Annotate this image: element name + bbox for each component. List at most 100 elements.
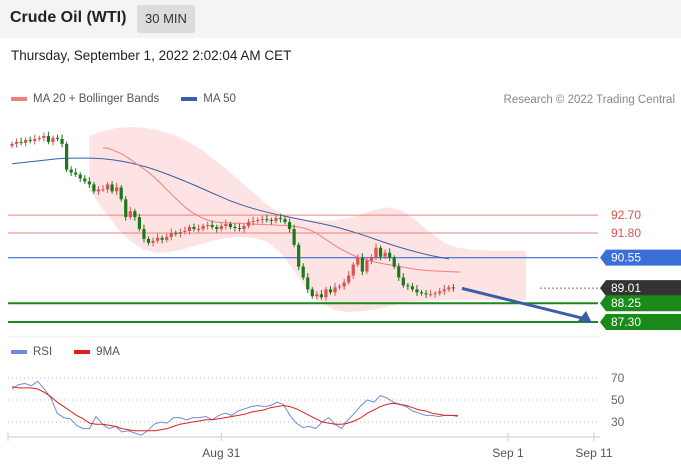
candle-body (429, 294, 433, 296)
rsi-line (11, 380, 458, 436)
candle-body (28, 139, 32, 141)
candle-body (424, 293, 428, 295)
candle-body (347, 275, 351, 283)
time-axis-label: Sep 11 (575, 446, 612, 460)
candle-body (124, 199, 128, 218)
candle-body (133, 211, 137, 218)
candle-body (383, 252, 387, 257)
ma20-line (102, 147, 461, 273)
candle-body (328, 289, 333, 293)
candle-body (24, 139, 28, 143)
rsi-tick-label: 50 (611, 393, 625, 407)
candle-body (401, 277, 405, 286)
candle-body (224, 224, 228, 227)
candle-body (237, 227, 242, 229)
level-label-pivot: 90.55 (611, 251, 641, 265)
timestamp: Thursday, September 1, 2022 2:02:04 AM C… (11, 48, 292, 63)
candle-body (419, 292, 424, 294)
rsi-tick-label: 30 (611, 415, 625, 429)
candle-body (192, 227, 196, 229)
candle-body (215, 227, 219, 229)
candle-body (51, 137, 55, 142)
candle-body (278, 218, 283, 220)
candle-body (142, 228, 146, 239)
candle-body (46, 135, 50, 142)
candle-body (196, 228, 201, 230)
candle-body (233, 227, 237, 228)
candle-body (365, 260, 369, 272)
candle-body (169, 232, 173, 237)
candle-body (201, 226, 205, 229)
candle-body (310, 289, 314, 297)
ma20-legend-swatch (11, 97, 27, 101)
candle-body (165, 236, 169, 240)
level-label-last: 89.01 (611, 281, 641, 295)
time-axis: Aug 31 Sep 1 Sep 11 (7, 433, 613, 460)
candle-body (388, 252, 392, 258)
candle-body (187, 227, 192, 231)
price-legend: MA 20 + Bollinger Bands MA 50 (11, 93, 236, 105)
rsi-ma-legend-label: 9MA (96, 346, 120, 358)
ma20-legend-label: MA 20 + Bollinger Bands (33, 93, 160, 105)
candle-body (83, 178, 87, 182)
candle-body (210, 225, 214, 227)
time-axis-label: Aug 31 (202, 446, 240, 460)
candle-body (324, 289, 328, 298)
candle-body (37, 137, 41, 139)
candle-body (137, 217, 141, 229)
candle-body (274, 218, 278, 222)
level-label-support: 88.25 (611, 296, 641, 310)
timeframe-button[interactable]: 30 MIN (137, 5, 195, 33)
candle-body (338, 286, 342, 288)
level-tag-pivot (600, 249, 681, 266)
level-label-resistance: 91.80 (611, 226, 641, 240)
candle-body (397, 266, 401, 278)
candle-body (356, 257, 360, 265)
candle-body (242, 226, 246, 229)
candle-body (160, 237, 164, 240)
candle-body (92, 184, 96, 192)
candle-body (42, 135, 46, 138)
candle-body (128, 211, 132, 218)
candle-body (78, 174, 82, 179)
candle-body (360, 257, 364, 272)
header-bar: Crude Oil (WTI) 30 MIN (0, 0, 681, 38)
level-tag-last (600, 280, 681, 297)
rsi-ma-legend-swatch (74, 350, 91, 354)
candle-body (447, 287, 451, 290)
candle-body (378, 247, 383, 257)
ma50-legend-swatch (181, 97, 198, 101)
bollinger-band-area (89, 127, 527, 313)
candle-body (433, 293, 437, 295)
candle-body (406, 285, 410, 287)
candle-body (55, 137, 60, 139)
candle-body (247, 222, 251, 227)
candle-body (374, 247, 378, 258)
candle-body (110, 184, 114, 192)
candle-body (178, 231, 182, 234)
candle-body (69, 169, 73, 173)
candle-body (392, 257, 396, 267)
candle-body (283, 219, 287, 223)
candle-body (451, 287, 455, 289)
candle-body (369, 257, 374, 261)
candle-body (33, 138, 37, 141)
candle-body (174, 232, 178, 234)
candle-body (206, 225, 210, 227)
candle-body (301, 266, 305, 278)
level-label-support: 87.30 (611, 315, 641, 329)
candle-body (14, 141, 19, 144)
candle-body (105, 184, 110, 190)
candle-body (251, 221, 255, 223)
candle-body (333, 287, 337, 293)
rsi-legend-label: RSI (33, 346, 53, 358)
candle-body (319, 294, 323, 298)
candle-body (287, 222, 292, 229)
candle-body (260, 219, 264, 221)
candle-body (183, 230, 187, 232)
candle-body (265, 219, 269, 221)
rsi-tick-label: 70 (611, 371, 625, 385)
candle-body (65, 143, 69, 170)
